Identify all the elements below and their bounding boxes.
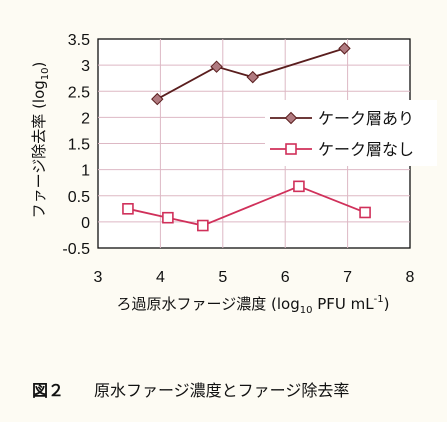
data-point [210, 60, 223, 73]
x-tick-label: 6 [281, 269, 290, 286]
y-tick-label: 3.5 [68, 32, 90, 49]
x-tick-label: 7 [343, 269, 352, 286]
y-tick-label: -0.5 [62, 241, 90, 258]
data-point [338, 42, 351, 55]
legend-marker [284, 111, 298, 125]
y-axis-title: ファージ除去率 (log10) [30, 62, 51, 219]
data-point [151, 92, 164, 106]
data-point [246, 70, 259, 84]
legend-label: ケーク層なし [318, 140, 414, 159]
legend-label: ケーク層あり [318, 109, 414, 128]
x-tick-label: 8 [406, 269, 415, 286]
x-tick-label: 4 [156, 269, 165, 286]
series-line-1 [156, 47, 345, 100]
y-tick-label: 1 [81, 163, 90, 180]
y-tick-label: 0 [81, 215, 90, 232]
legend-marker [285, 143, 297, 155]
data-point [122, 203, 134, 215]
y-tick-label: 0.5 [68, 189, 90, 206]
figure-caption: 図２ 原水ファージ濃度とファージ除去率 [32, 381, 349, 400]
caption-label: 図２ [32, 381, 64, 400]
x-tick-label: 5 [218, 269, 227, 286]
data-point [197, 219, 209, 232]
legend-box [265, 100, 437, 166]
data-point [162, 211, 174, 224]
data-point [359, 206, 371, 219]
grid-lines [98, 39, 410, 248]
y-tick-label: 3 [81, 58, 90, 75]
x-tick-label: 3 [94, 269, 103, 286]
y-tick-labels: -0.5 0 0.5 1 1.5 2 2.5 3 3.5 [62, 32, 90, 258]
data-point [293, 180, 305, 193]
caption-text: 原水ファージ濃度とファージ除去率 [94, 381, 349, 400]
x-axis-title: ろ過原水ファージ濃度 (log10 PFU mL-1) [117, 294, 390, 316]
y-tick-label: 1.5 [68, 137, 90, 154]
y-tick-label: 2 [81, 110, 90, 127]
x-tick-labels: 3 4 5 6 7 8 [94, 269, 415, 286]
series-layer [122, 42, 371, 232]
y-tick-label: 2.5 [68, 84, 90, 101]
